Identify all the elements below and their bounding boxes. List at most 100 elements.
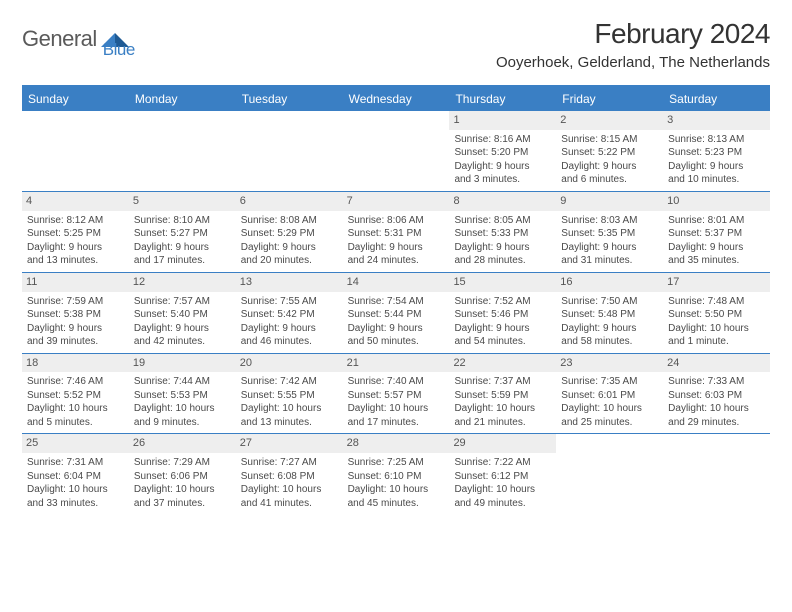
day-daylight1: Daylight: 9 hours: [561, 241, 658, 255]
day-cell-empty: [129, 111, 236, 191]
calendar-grid: SundayMondayTuesdayWednesdayThursdayFrid…: [22, 85, 770, 514]
day-daylight2: and 58 minutes.: [561, 335, 658, 349]
day-sunset: Sunset: 5:31 PM: [348, 227, 445, 241]
day-daylight2: and 13 minutes.: [27, 254, 124, 268]
day-daylight1: Daylight: 10 hours: [454, 402, 551, 416]
day-number: 23: [556, 354, 663, 373]
day-daylight1: Daylight: 10 hours: [27, 483, 124, 497]
day-sunrise: Sunrise: 7:50 AM: [561, 295, 658, 309]
day-sunrise: Sunrise: 8:01 AM: [668, 214, 765, 228]
day-daylight2: and 41 minutes.: [241, 497, 338, 511]
day-sunset: Sunset: 5:27 PM: [134, 227, 231, 241]
day-number: 1: [449, 111, 556, 130]
day-daylight1: Daylight: 9 hours: [241, 241, 338, 255]
month-title: February 2024: [496, 18, 770, 50]
day-sunset: Sunset: 6:03 PM: [668, 389, 765, 403]
logo: General Blue: [22, 18, 135, 60]
day-header-saturday: Saturday: [663, 87, 770, 111]
day-cell: 5Sunrise: 8:10 AMSunset: 5:27 PMDaylight…: [129, 192, 236, 272]
title-area: February 2024 Ooyerhoek, Gelderland, The…: [496, 18, 770, 71]
day-cell: 8Sunrise: 8:05 AMSunset: 5:33 PMDaylight…: [449, 192, 556, 272]
day-header-thursday: Thursday: [449, 87, 556, 111]
day-cell: 10Sunrise: 8:01 AMSunset: 5:37 PMDayligh…: [663, 192, 770, 272]
day-daylight1: Daylight: 10 hours: [348, 483, 445, 497]
day-header-friday: Friday: [556, 87, 663, 111]
day-daylight2: and 20 minutes.: [241, 254, 338, 268]
day-sunrise: Sunrise: 7:44 AM: [134, 375, 231, 389]
day-cell: 15Sunrise: 7:52 AMSunset: 5:46 PMDayligh…: [449, 273, 556, 353]
day-sunrise: Sunrise: 7:37 AM: [454, 375, 551, 389]
day-header-tuesday: Tuesday: [236, 87, 343, 111]
day-sunrise: Sunrise: 7:22 AM: [454, 456, 551, 470]
day-number: 13: [236, 273, 343, 292]
day-number: 12: [129, 273, 236, 292]
day-sunset: Sunset: 5:35 PM: [561, 227, 658, 241]
day-daylight2: and 21 minutes.: [454, 416, 551, 430]
day-sunrise: Sunrise: 8:03 AM: [561, 214, 658, 228]
day-sunrise: Sunrise: 8:12 AM: [27, 214, 124, 228]
day-number: 10: [663, 192, 770, 211]
day-number: 17: [663, 273, 770, 292]
day-sunset: Sunset: 6:10 PM: [348, 470, 445, 484]
day-daylight1: Daylight: 9 hours: [134, 322, 231, 336]
day-sunrise: Sunrise: 7:46 AM: [27, 375, 124, 389]
day-number: 15: [449, 273, 556, 292]
day-number: 4: [22, 192, 129, 211]
day-daylight2: and 1 minute.: [668, 335, 765, 349]
day-sunset: Sunset: 5:57 PM: [348, 389, 445, 403]
day-cell: 18Sunrise: 7:46 AMSunset: 5:52 PMDayligh…: [22, 354, 129, 434]
day-cell: 22Sunrise: 7:37 AMSunset: 5:59 PMDayligh…: [449, 354, 556, 434]
day-number: 26: [129, 434, 236, 453]
day-header-monday: Monday: [129, 87, 236, 111]
day-sunrise: Sunrise: 7:33 AM: [668, 375, 765, 389]
location-subtitle: Ooyerhoek, Gelderland, The Netherlands: [496, 54, 770, 71]
day-sunrise: Sunrise: 7:42 AM: [241, 375, 338, 389]
day-sunset: Sunset: 5:53 PM: [134, 389, 231, 403]
day-daylight2: and 37 minutes.: [134, 497, 231, 511]
day-cell: 19Sunrise: 7:44 AMSunset: 5:53 PMDayligh…: [129, 354, 236, 434]
day-sunrise: Sunrise: 8:13 AM: [668, 133, 765, 147]
day-cell: 25Sunrise: 7:31 AMSunset: 6:04 PMDayligh…: [22, 434, 129, 514]
day-sunset: Sunset: 5:44 PM: [348, 308, 445, 322]
day-sunset: Sunset: 5:22 PM: [561, 146, 658, 160]
day-number: 14: [343, 273, 450, 292]
day-cell: 11Sunrise: 7:59 AMSunset: 5:38 PMDayligh…: [22, 273, 129, 353]
day-daylight2: and 31 minutes.: [561, 254, 658, 268]
day-number: 25: [22, 434, 129, 453]
week-row: 1Sunrise: 8:16 AMSunset: 5:20 PMDaylight…: [22, 111, 770, 191]
day-header-wednesday: Wednesday: [343, 87, 450, 111]
day-daylight1: Daylight: 10 hours: [241, 402, 338, 416]
logo-text-gray: General: [22, 26, 97, 52]
day-sunrise: Sunrise: 8:16 AM: [454, 133, 551, 147]
day-number: 18: [22, 354, 129, 373]
day-sunset: Sunset: 6:12 PM: [454, 470, 551, 484]
day-number: 29: [449, 434, 556, 453]
day-header-row: SundayMondayTuesdayWednesdayThursdayFrid…: [22, 87, 770, 111]
day-sunset: Sunset: 5:52 PM: [27, 389, 124, 403]
day-daylight2: and 50 minutes.: [348, 335, 445, 349]
day-number: 16: [556, 273, 663, 292]
day-number: 2: [556, 111, 663, 130]
day-sunset: Sunset: 6:04 PM: [27, 470, 124, 484]
day-sunrise: Sunrise: 7:27 AM: [241, 456, 338, 470]
day-daylight2: and 45 minutes.: [348, 497, 445, 511]
header: General Blue February 2024 Ooyerhoek, Ge…: [22, 18, 770, 71]
day-daylight2: and 5 minutes.: [27, 416, 124, 430]
day-daylight2: and 13 minutes.: [241, 416, 338, 430]
day-daylight2: and 49 minutes.: [454, 497, 551, 511]
day-number: 6: [236, 192, 343, 211]
day-sunset: Sunset: 5:55 PM: [241, 389, 338, 403]
day-sunset: Sunset: 5:50 PM: [668, 308, 765, 322]
day-number: 11: [22, 273, 129, 292]
day-daylight2: and 39 minutes.: [27, 335, 124, 349]
day-number: 7: [343, 192, 450, 211]
day-cell-empty: [663, 434, 770, 514]
day-sunset: Sunset: 6:01 PM: [561, 389, 658, 403]
day-cell: 28Sunrise: 7:25 AMSunset: 6:10 PMDayligh…: [343, 434, 450, 514]
day-sunrise: Sunrise: 7:59 AM: [27, 295, 124, 309]
day-cell-empty: [343, 111, 450, 191]
day-number: 9: [556, 192, 663, 211]
day-sunrise: Sunrise: 7:55 AM: [241, 295, 338, 309]
day-sunset: Sunset: 5:40 PM: [134, 308, 231, 322]
day-sunrise: Sunrise: 7:57 AM: [134, 295, 231, 309]
